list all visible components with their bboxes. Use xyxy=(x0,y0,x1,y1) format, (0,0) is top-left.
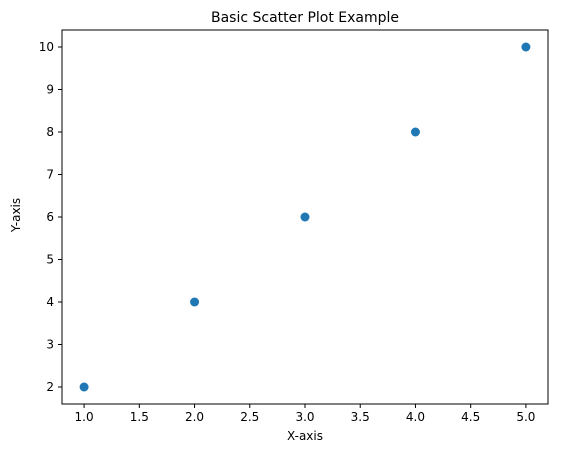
x-tick-label: 2.0 xyxy=(185,410,204,424)
y-tick-label: 5 xyxy=(46,253,54,267)
y-tick-label: 9 xyxy=(46,83,54,97)
x-axis-label: X-axis xyxy=(287,429,323,443)
x-tick-label: 2.5 xyxy=(240,410,259,424)
x-tick-label: 3.5 xyxy=(351,410,370,424)
x-tick-label: 4.5 xyxy=(461,410,480,424)
plot-area: 1.0 1.5 2.0 2.5 3.0 3.5 4.0 4.5 5.0 2 3 4 5 6 7 8 9 10 xyxy=(39,29,549,424)
x-tick-label: 1.0 xyxy=(75,410,94,424)
y-tick-label: 7 xyxy=(46,168,54,182)
x-tick-label: 4.0 xyxy=(406,410,425,424)
scatter-point xyxy=(410,127,420,137)
x-tick-label: 1.5 xyxy=(130,410,149,424)
chart-title: Basic Scatter Plot Example xyxy=(211,10,399,26)
scatter-point xyxy=(521,42,531,52)
y-tick-label: 2 xyxy=(46,380,54,394)
y-tick-label: 3 xyxy=(46,338,54,352)
x-tick-label: 3.0 xyxy=(295,410,314,424)
scatter-point xyxy=(190,297,200,307)
y-tick-label: 10 xyxy=(39,40,54,54)
scatter-point xyxy=(79,382,89,392)
y-tick-label: 6 xyxy=(46,210,54,224)
y-tick-label: 8 xyxy=(46,125,54,139)
y-tick-label: 4 xyxy=(46,295,54,309)
scatter-point xyxy=(300,212,310,222)
y-axis-label: Y-axis xyxy=(9,198,23,233)
x-tick-label: 5.0 xyxy=(516,410,535,424)
